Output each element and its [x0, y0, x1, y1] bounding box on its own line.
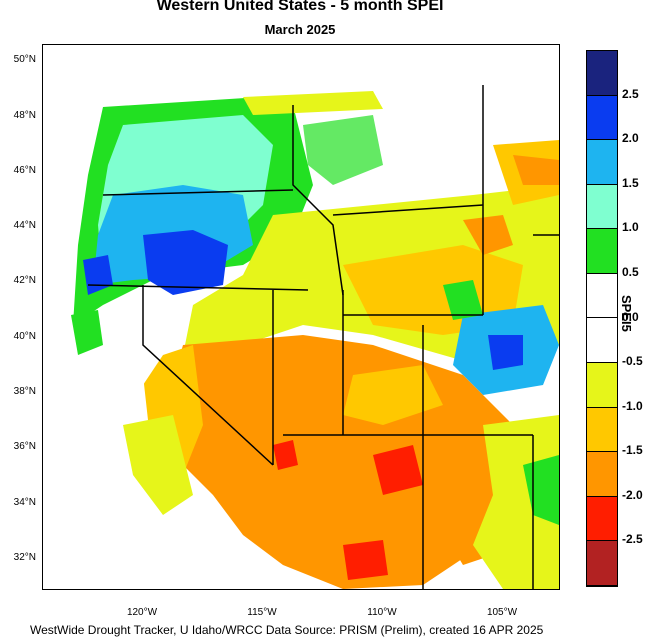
colorbar-segment	[587, 541, 617, 586]
lat-label: 48°N	[13, 110, 36, 121]
colorbar-label: -2.0	[622, 487, 643, 502]
colorbar-segment	[587, 184, 617, 230]
spei-colorbar	[586, 50, 618, 587]
tx-green-patch	[523, 455, 559, 525]
colorbar-segment	[587, 452, 617, 497]
map-title: Western United States - 5 month SPEI	[156, 0, 444, 14]
lat-label: 42°N	[13, 275, 36, 286]
colorbar-label: -1.0	[622, 398, 643, 413]
colorbar-segment	[587, 496, 617, 542]
lat-label: 34°N	[13, 497, 36, 508]
lon-label: 115°W	[247, 607, 277, 618]
lat-label: 40°N	[13, 331, 36, 342]
co-orange-south	[343, 365, 443, 425]
tx-yellow-region	[473, 415, 559, 589]
nw-blue-region	[143, 230, 228, 295]
co-green-fringe	[443, 280, 483, 320]
colorbar-label: 1.0	[622, 220, 639, 235]
co-deep-blue	[488, 335, 523, 370]
nm-red-spots	[373, 445, 423, 495]
lat-label: 44°N	[13, 220, 36, 231]
lat-label: 46°N	[13, 165, 36, 176]
colorbar-segment	[587, 140, 617, 185]
ca-yellow-south	[123, 415, 193, 515]
colorbar-label: -0.5	[622, 354, 643, 369]
az-red-spots-2	[343, 540, 388, 580]
spei-map-canvas	[43, 45, 559, 589]
wy-orange-spot	[463, 215, 513, 255]
ne-deep-orange	[513, 155, 559, 185]
map-subtitle: March 2025	[264, 22, 336, 37]
colorbar-label: 2.0	[622, 131, 639, 146]
colorbar-segment	[587, 407, 617, 453]
lat-label: 32°N	[13, 552, 36, 563]
colorbar-segment	[587, 273, 617, 319]
colorbar-label: 2.5	[622, 86, 639, 101]
lat-label: 38°N	[13, 386, 36, 397]
lon-label: 110°W	[367, 607, 397, 618]
colorbar-segment	[587, 363, 617, 408]
colorbar-label: 0.0	[622, 309, 639, 324]
colorbar-label: -1.5	[622, 443, 643, 458]
lon-label: 120°W	[126, 607, 158, 618]
colorbar-title: SPEI5	[619, 295, 634, 332]
mt-green-patches	[303, 115, 383, 185]
colorbar-segment	[587, 318, 617, 364]
colorbar-label: 0.5	[622, 264, 639, 279]
az-red-spots	[273, 440, 298, 470]
spei-map	[42, 44, 560, 590]
map-footer: WestWide Drought Tracker, U Idaho/WRCC D…	[30, 623, 544, 637]
colorbar-segment	[587, 95, 617, 141]
colorbar-label: -2.5	[622, 532, 643, 547]
colorbar-segment	[587, 229, 617, 274]
lat-label: 36°N	[13, 441, 36, 452]
colorbar-segment	[587, 51, 617, 96]
ca-green-coast	[71, 310, 103, 355]
colorbar-label: 1.5	[622, 175, 639, 190]
lon-label: 105°W	[486, 607, 518, 618]
mt-yellow-band	[243, 91, 383, 115]
lat-label: 50°N	[13, 54, 36, 65]
state-boundaries	[87, 85, 559, 589]
